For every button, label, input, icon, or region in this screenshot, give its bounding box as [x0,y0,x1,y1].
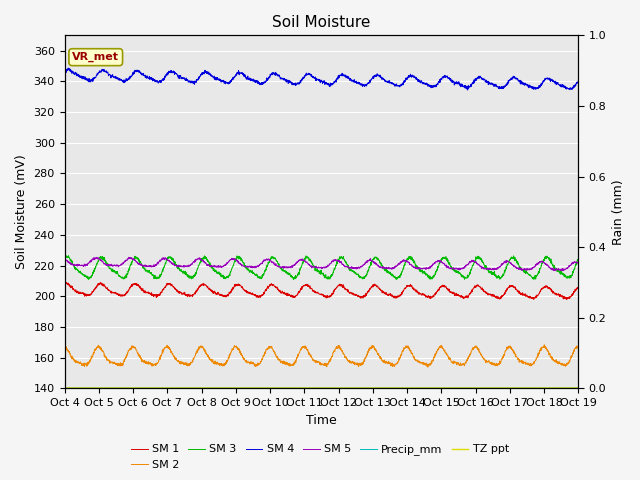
SM 2 [347,360,355,366]
TZ ppt [204,385,212,391]
Legend: SM 1, SM 2, SM 3, SM 4, SM 5, Precip_mm, TZ ppt: SM 1, SM 2, SM 3, SM 4, SM 5, Precip_mm,… [127,440,513,474]
SM 3 [204,258,212,264]
Precip_mm [529,385,537,391]
SM 3 [337,254,344,260]
SM 1 [336,283,344,288]
SM 5 [348,265,355,271]
SM 3 [471,259,479,265]
SM 3 [348,267,355,273]
SM 2 [470,345,478,351]
SM 4 [575,78,582,84]
Precip_mm [575,385,582,391]
SM 5 [336,259,344,265]
SM 1 [544,284,552,289]
SM 3 [65,253,72,259]
SM 2 [204,354,212,360]
SM 4 [61,70,68,76]
SM 2 [336,344,344,349]
SM 5 [470,259,478,264]
SM 3 [544,255,552,261]
Precip_mm [470,385,478,391]
SM 2 [424,364,432,370]
SM 5 [558,268,566,274]
SM 4 [471,78,479,84]
SM 1 [575,284,582,290]
SM 5 [575,260,582,266]
X-axis label: Time: Time [306,414,337,427]
TZ ppt [529,385,537,391]
SM 1 [530,297,538,302]
TZ ppt [543,385,551,391]
TZ ppt [61,385,68,391]
SM 5 [93,254,100,260]
SM 2 [61,345,68,351]
Precip_mm [543,385,551,391]
SM 2 [544,347,552,352]
SM 4 [464,87,472,93]
SM 2 [529,361,537,367]
SM 5 [61,255,68,261]
SM 2 [575,346,582,351]
SM 4 [544,75,552,81]
TZ ppt [347,385,355,391]
Y-axis label: Soil Moisture (mV): Soil Moisture (mV) [15,155,28,269]
SM 5 [543,263,551,269]
Line: SM 3: SM 3 [65,256,579,279]
TZ ppt [470,385,478,391]
SM 2 [540,342,548,348]
SM 1 [529,296,537,301]
SM 3 [575,256,582,262]
Precip_mm [347,385,355,391]
SM 4 [204,71,212,76]
TZ ppt [336,385,344,391]
SM 1 [348,290,355,296]
Precip_mm [204,385,212,391]
Line: SM 4: SM 4 [65,68,579,90]
Title: Soil Moisture: Soil Moisture [272,15,371,30]
SM 1 [204,285,212,291]
Precip_mm [336,385,344,391]
SM 5 [529,265,537,271]
SM 3 [290,276,298,282]
SM 4 [65,65,72,71]
SM 4 [336,73,344,79]
SM 4 [529,86,537,92]
SM 1 [470,283,478,289]
Line: SM 2: SM 2 [65,345,579,367]
SM 1 [61,282,68,288]
Text: VR_met: VR_met [72,52,119,62]
SM 3 [529,275,537,280]
TZ ppt [575,385,582,391]
Precip_mm [61,385,68,391]
Line: SM 5: SM 5 [65,257,579,271]
SM 5 [204,262,212,268]
Y-axis label: Rain (mm): Rain (mm) [612,179,625,245]
Line: SM 1: SM 1 [65,282,579,300]
SM 1 [63,279,70,285]
SM 4 [348,78,355,84]
SM 3 [61,256,68,262]
